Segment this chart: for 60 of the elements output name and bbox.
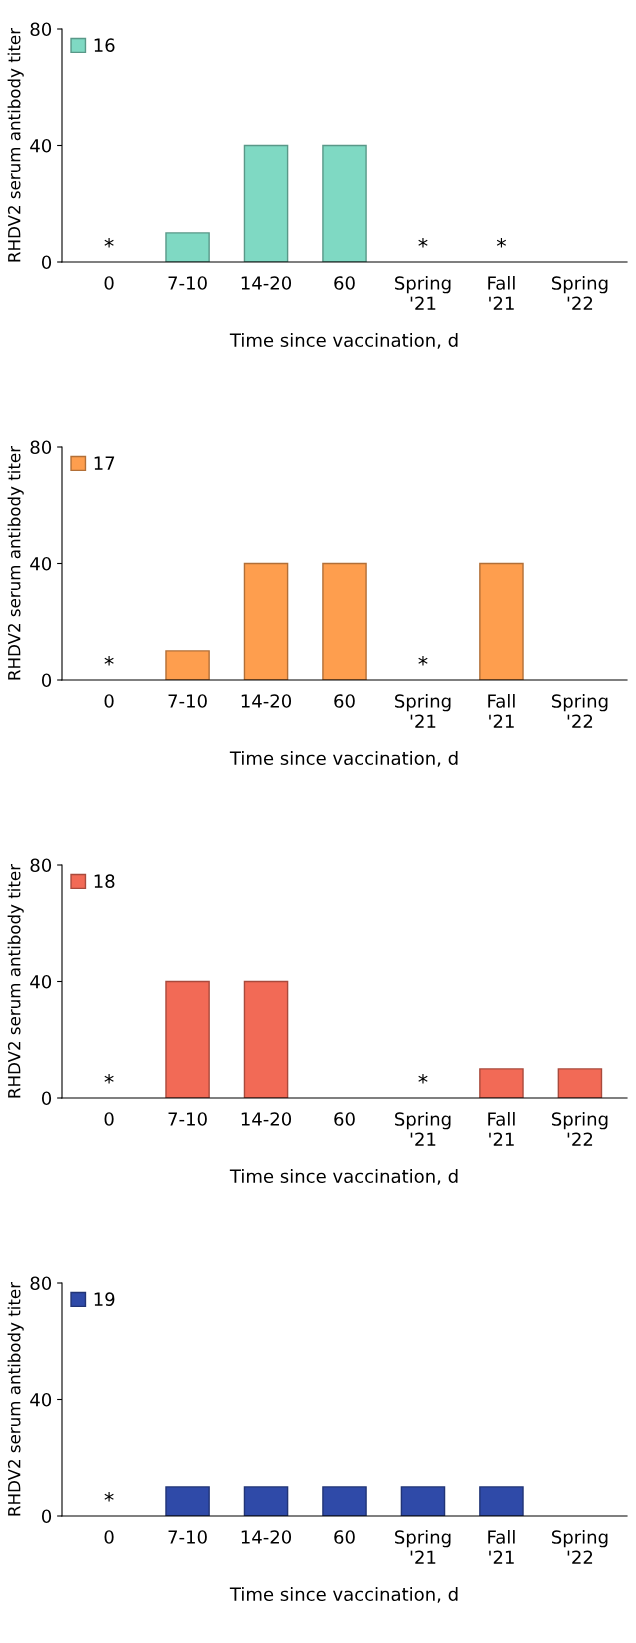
x-tick-label: 7-10 [168,276,207,290]
x-axis-title: Time since vaccination, d [229,1587,458,1603]
y-tick-label: 0 [41,1509,52,1524]
y-tick-label: 40 [30,556,52,571]
y-tick-label: 0 [41,673,52,688]
y-axis-title: RHDV2 serum antibody titer [7,1281,24,1516]
annotation: * [104,1492,114,1502]
x-tick-label: Spring '21 [395,275,451,310]
y-tick-label: 80 [30,1276,52,1291]
x-tick-label: Fall '21 [488,1111,515,1146]
x-tick-label: Spring '22 [551,693,608,728]
x-tick-label: 14-20 [241,1112,292,1126]
x-tick-label: Fall '21 [488,1529,515,1564]
x-axis-title: Time since vaccination, d [229,333,458,349]
x-tick-label: 0 [104,1112,114,1126]
y-tick-label: 80 [30,858,52,873]
x-tick-label: Spring '22 [551,275,608,310]
y-tick-label: 40 [30,138,52,153]
annotation: * [104,656,114,666]
legend-label: 16 [94,38,115,52]
y-tick-label: 0 [41,255,52,270]
x-tick-label: 14-20 [241,1530,292,1544]
x-tick-label: Spring '21 [395,1529,451,1564]
y-axis-title: RHDV2 serum antibody titer [7,445,24,680]
x-tick-label: 60 [334,276,355,290]
x-tick-label: 7-10 [168,1530,207,1544]
x-tick-label: 7-10 [168,694,207,708]
x-tick-label: 0 [104,1530,114,1544]
x-tick-label: Fall '21 [488,693,515,728]
annotation: * [418,238,428,248]
x-tick-label: 60 [334,1112,355,1126]
x-tick-label: Fall '21 [488,275,515,310]
legend-label: 18 [94,874,115,888]
x-axis-title: Time since vaccination, d [229,1169,458,1185]
annotation: * [104,238,114,248]
y-tick-label: 40 [30,1392,52,1407]
y-tick-label: 0 [41,1091,52,1106]
annotation: * [496,238,507,248]
x-axis-title: Time since vaccination, d [229,751,458,767]
x-tick-label: 14-20 [241,694,292,708]
y-tick-label: 40 [30,974,52,989]
x-tick-label: 60 [334,694,355,708]
x-tick-label: 60 [334,1530,355,1544]
y-tick-label: 80 [30,22,52,37]
annotation: * [418,656,428,666]
x-tick-label: Spring '21 [395,1111,451,1146]
y-axis-title: RHDV2 serum antibody titer [7,27,24,262]
x-tick-label: 0 [104,694,114,708]
x-tick-label: 14-20 [241,276,292,290]
x-tick-label: Spring '21 [395,693,451,728]
x-tick-label: Spring '22 [551,1529,608,1564]
annotation: * [104,1074,114,1084]
legend-label: 17 [94,456,115,470]
annotation: * [418,1074,428,1084]
x-tick-label: 7-10 [168,1112,207,1126]
x-tick-label: Spring '22 [551,1111,608,1146]
x-tick-label: 0 [104,276,114,290]
y-tick-label: 80 [30,440,52,455]
legend-label: 19 [94,1292,115,1306]
y-axis-title: RHDV2 serum antibody titer [7,863,24,1098]
